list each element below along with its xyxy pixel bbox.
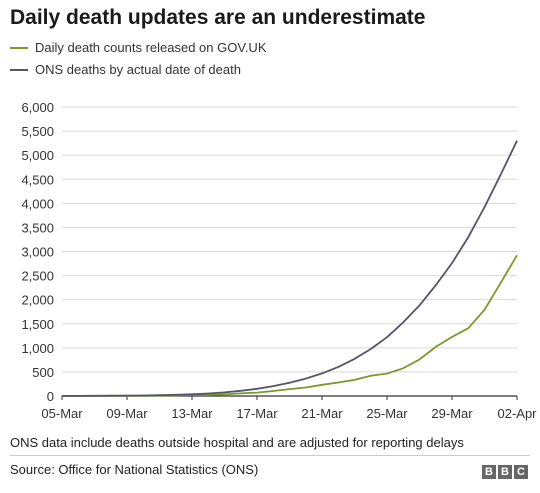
bbc-logo-letter: C xyxy=(514,465,528,479)
y-tick-label: 6,000 xyxy=(21,100,54,115)
legend-item-ons: ONS deaths by actual date of death xyxy=(10,62,241,77)
y-tick-label: 5,500 xyxy=(21,124,54,139)
legend-swatch-ons xyxy=(10,68,28,71)
y-tick-label: 3,000 xyxy=(21,245,54,260)
y-tick-label: 1,500 xyxy=(21,317,54,332)
x-tick-label: 05-Mar xyxy=(41,406,83,421)
x-tick-label: 09-Mar xyxy=(106,406,148,421)
series-line-govuk xyxy=(61,254,518,397)
y-tick-label: 4,500 xyxy=(21,172,54,187)
x-tick-label: 21-Mar xyxy=(301,406,343,421)
y-tick-label: 500 xyxy=(32,365,54,380)
x-tick-label: 02-Apr xyxy=(497,406,537,421)
y-tick-label: 2,500 xyxy=(21,269,54,284)
legend-label-govuk: Daily death counts released on GOV.UK xyxy=(35,40,267,55)
y-tick-label: 1,000 xyxy=(21,341,54,356)
x-tick-label: 29-Mar xyxy=(431,406,473,421)
series-line-ons xyxy=(62,140,518,397)
bbc-logo-letter: B xyxy=(482,465,496,479)
x-tick-label: 25-Mar xyxy=(366,406,408,421)
legend-item-govuk: Daily death counts released on GOV.UK xyxy=(10,40,267,55)
bbc-logo-letter: B xyxy=(498,465,512,479)
chart-title: Daily death updates are an underestimate xyxy=(10,6,426,29)
bbc-logo: B B C xyxy=(482,465,528,479)
legend-swatch-govuk xyxy=(10,46,28,49)
legend-label-ons: ONS deaths by actual date of death xyxy=(35,62,241,77)
y-tick-label: 3,500 xyxy=(21,220,54,235)
x-tick-label: 13-Mar xyxy=(171,406,213,421)
y-tick-label: 0 xyxy=(47,389,54,404)
chart-note: ONS data include deaths outside hospital… xyxy=(10,435,464,450)
x-tick-label: 17-Mar xyxy=(236,406,278,421)
y-tick-label: 2,000 xyxy=(21,293,54,308)
y-tick-label: 4,000 xyxy=(21,196,54,211)
divider xyxy=(10,455,530,456)
y-tick-label: 5,000 xyxy=(21,148,54,163)
source-text: Source: Office for National Statistics (… xyxy=(10,462,259,477)
